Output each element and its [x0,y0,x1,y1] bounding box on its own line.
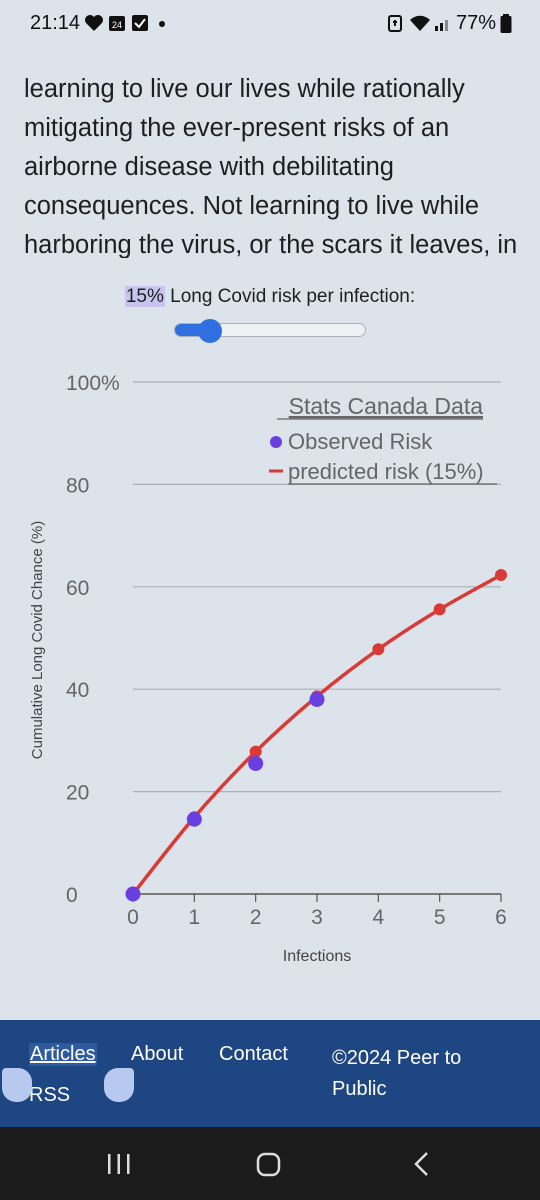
status-bar: 21:14 24 77% [0,0,540,48]
x-tick-label: 0 [127,906,139,929]
observed-risk-point [309,691,325,707]
x-axis-title: Infections [283,948,351,965]
article-paragraph: learning to live our lives while rationa… [24,75,518,258]
risk-percent-value: 15% [124,286,165,307]
risk-label-text: Long Covid risk per infection: [164,286,416,307]
back-icon[interactable] [412,1151,430,1177]
heart-icon [85,15,103,31]
predicted-risk-point [433,603,446,616]
legend-label-predicted: predicted risk (15%) [288,459,484,484]
recent-apps-icon[interactable] [106,1153,132,1175]
x-tick-label: 3 [311,906,323,929]
footer-link-rss[interactable]: RSS [29,1084,71,1106]
legend-label-observed: Observed Risk [288,429,433,454]
checkbox-icon [132,15,148,31]
x-tick-label: 2 [250,906,262,929]
footer-link-about[interactable]: About [131,1043,184,1065]
predicted-risk-point [372,643,385,656]
copyright-text: ©2024 Peer to Public [332,1047,462,1100]
footer-link-articles[interactable]: Articles [29,1043,97,1066]
footer-link-contact[interactable]: Contact [219,1043,288,1065]
home-icon[interactable] [256,1152,282,1178]
risk-slider-thumb[interactable] [198,319,222,343]
signal-icon [435,20,448,31]
battery-icon [500,14,512,33]
long-covid-chart: 0 20 40 60 80 100% 0 1 2 3 4 5 6 Infections Cumulative… [29,372,507,965]
data-saver-icon [388,15,402,32]
y-tick-label: 100% [66,372,120,395]
y-tick-label: 40 [66,679,89,702]
battery-percent: 77% [456,12,497,34]
y-axis-title: Cumulative Long Covid Chance (%) [29,521,46,759]
legend-title: Stats Canada Data [289,393,484,419]
y-tick-label: 60 [66,577,89,600]
y-tick-label: 0 [66,884,78,907]
selection-handle-right[interactable] [104,1068,134,1102]
x-tick-label: 5 [434,906,446,929]
predicted-risk-point [249,745,262,758]
predicted-risk-point [495,569,507,582]
y-tick-label: 20 [66,782,89,805]
slider-label: 15% Long Covid risk per infection: [0,286,540,308]
wifi-icon [410,15,430,31]
x-tick-label: 4 [372,906,384,929]
article-viewport: learning to live our lives while rationa… [0,48,540,258]
observed-risk-point [125,886,141,902]
calendar-icon: 24 [109,16,125,31]
selection-handle-left[interactable] [2,1068,32,1102]
x-tick-label: 6 [495,906,507,929]
svg-text:24: 24 [112,20,122,30]
site-footer: Articles About Contact RSS ©2024 Peer to… [0,1020,540,1127]
status-time: 21:14 [30,12,81,34]
observed-risk-point [248,755,264,771]
legend-marker-observed [270,436,282,448]
observed-risk-point [186,811,202,827]
system-nav-bar [0,1127,540,1200]
risk-slider-track[interactable] [174,323,366,337]
notification-dot-icon [159,21,165,27]
x-tick-label: 1 [188,906,200,929]
predicted-risk-line [131,573,502,896]
y-tick-label: 80 [66,474,89,497]
